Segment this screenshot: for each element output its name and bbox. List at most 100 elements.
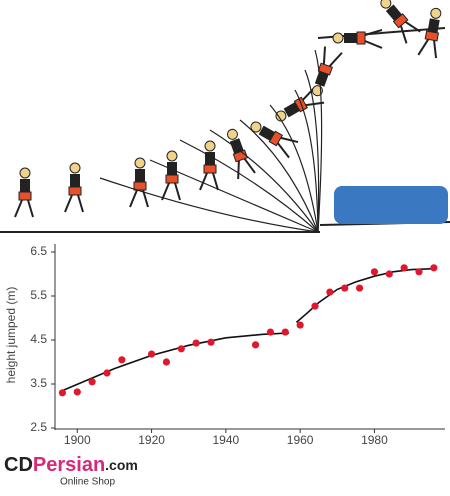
- head: [332, 32, 344, 44]
- head: [311, 85, 323, 97]
- shorts: [203, 164, 217, 174]
- head: [19, 167, 31, 179]
- legs: [64, 194, 84, 213]
- landing-mat: [334, 186, 448, 224]
- pole: [269, 104, 319, 233]
- data-point: [281, 328, 289, 336]
- x-tick-label: 1980: [361, 433, 388, 447]
- legs: [399, 21, 421, 44]
- pole: [99, 177, 319, 233]
- shorts: [392, 13, 409, 29]
- x-tick-label: 1960: [287, 433, 314, 447]
- legs: [199, 172, 219, 191]
- head: [69, 162, 81, 174]
- shorts: [18, 191, 32, 201]
- athlete: [226, 128, 256, 180]
- y-tick-label: 6.5: [30, 244, 47, 258]
- y-tick-label: 3.5: [30, 376, 47, 390]
- legs: [364, 29, 383, 49]
- data-point: [103, 369, 111, 377]
- data-point: [177, 345, 185, 353]
- athlete: [14, 167, 34, 218]
- data-point: [73, 388, 81, 396]
- legs: [322, 46, 343, 68]
- watermark-part: CD: [4, 454, 33, 476]
- data-point: [370, 268, 379, 276]
- athlete: [161, 150, 181, 201]
- head: [134, 157, 146, 169]
- y-tick-label: 4.5: [30, 332, 47, 346]
- pole: [239, 119, 319, 233]
- head: [430, 7, 442, 19]
- illustration: [0, 0, 450, 233]
- watermark-sub: Online Shop: [60, 477, 115, 488]
- y-axis-label: height jumped (m): [4, 287, 18, 384]
- shorts: [165, 174, 179, 184]
- pole: [294, 89, 319, 233]
- data-point: [341, 284, 349, 292]
- shorts: [68, 186, 82, 196]
- pole: [304, 69, 320, 233]
- data-point: [415, 268, 423, 276]
- x-tick-label: 1940: [213, 433, 240, 447]
- pole: [209, 129, 319, 233]
- head: [204, 140, 216, 152]
- legs: [237, 158, 256, 180]
- legs: [161, 182, 181, 201]
- watermark-part: .com: [105, 457, 138, 473]
- athlete: [199, 140, 219, 191]
- shorts: [356, 31, 366, 45]
- legs: [14, 199, 34, 218]
- data-point: [400, 264, 408, 272]
- head: [226, 128, 238, 140]
- torso: [314, 70, 330, 87]
- head: [166, 150, 178, 162]
- legs: [417, 38, 438, 59]
- data-point: [385, 270, 393, 278]
- athlete: [250, 121, 299, 159]
- head: [380, 0, 392, 9]
- shorts: [133, 181, 147, 191]
- y-tick-label: 2.5: [30, 420, 47, 434]
- athlete: [380, 0, 421, 44]
- pole: [149, 159, 319, 233]
- data-point: [355, 284, 364, 292]
- pole: [314, 49, 323, 233]
- watermark: CDPersian.com: [4, 454, 138, 476]
- athlete: [417, 7, 442, 59]
- data-point: [207, 338, 215, 346]
- shorts: [424, 30, 440, 42]
- data-point: [430, 264, 438, 272]
- x-tick-label: 1900: [64, 433, 91, 447]
- data-point: [147, 350, 156, 358]
- x-tick-label: 1920: [138, 433, 165, 447]
- torso: [135, 169, 145, 183]
- data-point: [118, 356, 126, 364]
- data-point: [296, 321, 304, 329]
- torso: [20, 179, 30, 193]
- athlete: [64, 162, 84, 213]
- head: [275, 110, 287, 122]
- shorts: [268, 130, 284, 147]
- legs: [277, 136, 299, 159]
- watermark-part: Persian: [33, 454, 105, 476]
- trend-line: [62, 267, 434, 392]
- y-tick-label: 5.5: [30, 288, 47, 302]
- torso: [205, 152, 215, 166]
- data-point: [326, 288, 334, 296]
- athlete: [129, 157, 149, 208]
- athlete: [311, 46, 343, 97]
- shorts: [317, 62, 333, 76]
- torso: [427, 18, 440, 34]
- data-point: [88, 378, 96, 386]
- data-point: [162, 358, 171, 366]
- data-point: [311, 302, 319, 310]
- torso: [70, 174, 80, 188]
- data-point: [192, 339, 200, 347]
- athlete: [332, 29, 383, 49]
- torso: [344, 33, 358, 43]
- legs: [129, 189, 149, 208]
- data-point: [266, 328, 275, 336]
- data-point: [251, 341, 260, 349]
